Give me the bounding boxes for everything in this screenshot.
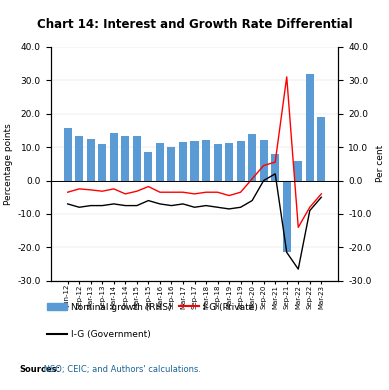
- Text: Chart 14: Interest and Growth Rate Differential: Chart 14: Interest and Growth Rate Diffe…: [37, 18, 352, 31]
- Bar: [121, 136, 130, 181]
- Bar: [271, 154, 279, 181]
- Bar: [98, 144, 106, 181]
- Bar: [259, 140, 268, 181]
- Text: Sources:: Sources:: [19, 365, 60, 374]
- Legend: I-G (Government): I-G (Government): [44, 326, 155, 342]
- Text: NSO; CEIC; and Authors' calculations.: NSO; CEIC; and Authors' calculations.: [41, 365, 201, 374]
- Bar: [156, 143, 164, 181]
- Bar: [75, 136, 83, 181]
- Bar: [110, 133, 118, 181]
- Bar: [248, 134, 256, 181]
- Y-axis label: Percentage points: Percentage points: [4, 123, 13, 205]
- Bar: [87, 139, 95, 181]
- Bar: [214, 144, 222, 181]
- Bar: [202, 140, 210, 181]
- Bar: [133, 136, 141, 181]
- Bar: [237, 141, 245, 181]
- Bar: [179, 142, 187, 181]
- Bar: [306, 74, 314, 181]
- Y-axis label: Per cent: Per cent: [376, 145, 385, 183]
- Bar: [225, 143, 233, 181]
- Legend: Nominal growth (RHS), I-G (Private): Nominal growth (RHS), I-G (Private): [44, 299, 262, 315]
- Bar: [191, 141, 198, 181]
- Bar: [144, 152, 152, 181]
- Bar: [64, 128, 72, 181]
- Bar: [317, 117, 325, 181]
- Bar: [283, 181, 291, 252]
- Bar: [167, 147, 175, 181]
- Bar: [294, 161, 302, 181]
